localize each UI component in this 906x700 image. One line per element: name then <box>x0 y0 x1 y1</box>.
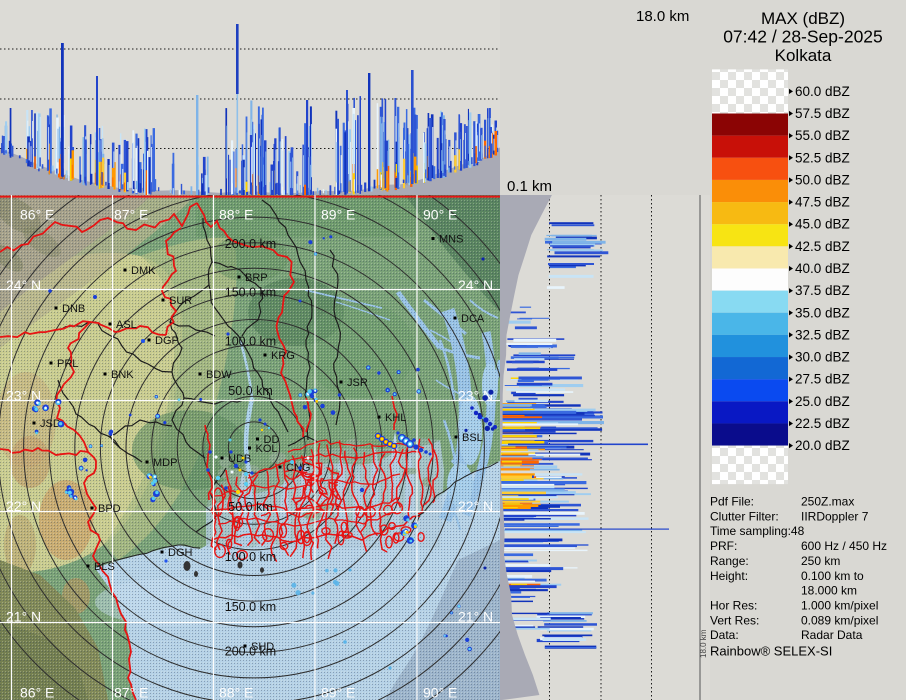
svg-text:86° E: 86° E <box>20 207 54 223</box>
svg-text:100.0 km: 100.0 km <box>225 335 276 349</box>
svg-text:30.0 dBZ: 30.0 dBZ <box>795 350 850 365</box>
svg-text:SUR: SUR <box>169 295 192 307</box>
svg-text:BDW: BDW <box>206 369 232 381</box>
svg-text:250 km: 250 km <box>801 554 840 568</box>
svg-text:25.0 dBZ: 25.0 dBZ <box>795 394 850 409</box>
svg-text:PRL: PRL <box>57 358 78 370</box>
svg-text:150.0 km: 150.0 km <box>225 600 276 614</box>
svg-text:Time sampling:48: Time sampling:48 <box>710 524 805 538</box>
svg-text:PRF:: PRF: <box>710 539 737 553</box>
svg-text:87° E: 87° E <box>114 207 148 223</box>
svg-text:24° N: 24° N <box>6 277 41 293</box>
svg-text:DMK: DMK <box>131 265 156 277</box>
svg-text:DGP: DGP <box>155 335 179 347</box>
svg-text:07:42 / 28-Sep-2025: 07:42 / 28-Sep-2025 <box>723 27 883 47</box>
svg-text:52.5 dBZ: 52.5 dBZ <box>795 150 850 165</box>
svg-text:0.100 km to: 0.100 km to <box>801 569 864 583</box>
svg-text:35.0 dBZ: 35.0 dBZ <box>795 305 850 320</box>
svg-text:250Z.max: 250Z.max <box>801 495 854 509</box>
svg-text:90° E: 90° E <box>423 207 457 223</box>
svg-text:Radar Data: Radar Data <box>801 628 863 642</box>
svg-text:22° N: 22° N <box>6 498 41 514</box>
svg-text:89° E: 89° E <box>321 685 355 700</box>
svg-text:IIRDoppler 7: IIRDoppler 7 <box>801 509 869 523</box>
svg-text:MDP: MDP <box>153 457 177 469</box>
svg-text:Vert Res:: Vert Res: <box>710 613 759 627</box>
svg-text:20.0 dBZ: 20.0 dBZ <box>795 438 850 453</box>
svg-text:DD: DD <box>264 434 280 446</box>
svg-text:BLS: BLS <box>94 561 115 573</box>
svg-text:55.0 dBZ: 55.0 dBZ <box>795 128 850 143</box>
svg-text:22° N: 22° N <box>458 498 493 514</box>
svg-text:Height:: Height: <box>710 569 748 583</box>
svg-text:200.0 km: 200.0 km <box>225 237 276 251</box>
svg-text:18.000 km: 18.000 km <box>801 584 857 598</box>
svg-text:KOL: KOL <box>256 443 278 455</box>
svg-text:50.0 km: 50.0 km <box>228 384 272 398</box>
svg-text:21° N: 21° N <box>458 609 493 625</box>
svg-text:KRG: KRG <box>271 350 295 362</box>
svg-text:60.0 dBZ: 60.0 dBZ <box>795 84 850 99</box>
svg-text:100.0 km: 100.0 km <box>225 550 276 564</box>
svg-text:Rainbow® SELEX-SI: Rainbow® SELEX-SI <box>710 644 832 659</box>
svg-text:Clutter Filter:: Clutter Filter: <box>710 509 779 523</box>
svg-text:KHL: KHL <box>385 412 406 424</box>
svg-text:BRP: BRP <box>245 272 268 284</box>
svg-text:45.0 dBZ: 45.0 dBZ <box>795 217 850 232</box>
svg-text:Pdf File:: Pdf File: <box>710 495 754 509</box>
svg-text:32.5 dBZ: 32.5 dBZ <box>795 327 850 342</box>
svg-text:JSD: JSD <box>40 418 61 430</box>
svg-text:BPD: BPD <box>98 503 121 515</box>
svg-text:21° N: 21° N <box>6 609 41 625</box>
svg-text:22.5 dBZ: 22.5 dBZ <box>795 416 850 431</box>
svg-text:200.0 km: 200.0 km <box>225 645 276 659</box>
svg-text:88° E: 88° E <box>219 207 253 223</box>
svg-text:37.5 dBZ: 37.5 dBZ <box>795 283 850 298</box>
svg-text:57.5 dBZ: 57.5 dBZ <box>795 106 850 121</box>
svg-text:BSL: BSL <box>462 432 483 444</box>
svg-text:89° E: 89° E <box>321 207 355 223</box>
svg-text:18.0 km: 18.0 km <box>636 8 689 25</box>
svg-text:50.0 km: 50.0 km <box>228 500 272 514</box>
svg-text:18.0 km: 18.0 km <box>699 629 708 658</box>
svg-text:0.1 km: 0.1 km <box>507 178 552 195</box>
svg-text:DGH: DGH <box>168 547 193 559</box>
svg-text:50.0 dBZ: 50.0 dBZ <box>795 173 850 188</box>
svg-text:Range:: Range: <box>710 554 749 568</box>
svg-text:BNK: BNK <box>111 369 134 381</box>
svg-text:40.0 dBZ: 40.0 dBZ <box>795 261 850 276</box>
svg-text:1.000 km/pixel: 1.000 km/pixel <box>801 599 878 613</box>
svg-text:0.089 km/pixel: 0.089 km/pixel <box>801 613 878 627</box>
svg-text:UDB: UDB <box>228 453 251 465</box>
svg-text:86° E: 86° E <box>20 685 54 700</box>
svg-text:87° E: 87° E <box>114 685 148 700</box>
svg-text:Data:: Data: <box>710 628 739 642</box>
svg-text:SHD: SHD <box>251 641 274 653</box>
svg-text:23° N: 23° N <box>6 388 41 404</box>
svg-text:23° N: 23° N <box>458 388 493 404</box>
svg-text:42.5 dBZ: 42.5 dBZ <box>795 239 850 254</box>
svg-text:90° E: 90° E <box>423 685 457 700</box>
svg-text:MAX (dBZ): MAX (dBZ) <box>761 9 845 28</box>
svg-text:DCA: DCA <box>461 313 485 325</box>
svg-text:Hor Res:: Hor Res: <box>710 599 757 613</box>
svg-text:600 Hz / 450 Hz: 600 Hz / 450 Hz <box>801 539 887 553</box>
svg-text:27.5 dBZ: 27.5 dBZ <box>795 372 850 387</box>
svg-text:MNS: MNS <box>439 234 463 246</box>
svg-text:24° N: 24° N <box>458 277 493 293</box>
svg-text:88° E: 88° E <box>219 685 253 700</box>
svg-text:DNB: DNB <box>62 303 85 315</box>
svg-text:150.0 km: 150.0 km <box>225 286 276 300</box>
svg-text:47.5 dBZ: 47.5 dBZ <box>795 195 850 210</box>
svg-text:ASL: ASL <box>116 319 137 331</box>
svg-text:Kolkata: Kolkata <box>775 46 832 65</box>
svg-text:JSR: JSR <box>347 377 368 389</box>
